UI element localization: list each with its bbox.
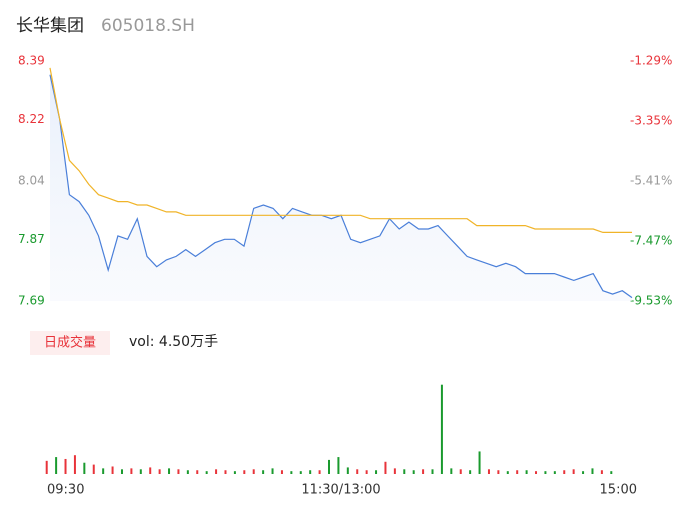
y-tick-label: 8.39 [18,54,45,68]
y2-tick-label: -3.35% [630,114,672,128]
volume-bar [73,455,76,474]
x-tick-label: 09:30 [47,483,84,498]
volume-bar [83,462,86,474]
y2-tick-label: -7.47% [630,234,672,248]
volume-bar [299,471,302,474]
volume-bar [600,470,603,474]
volume-bar [346,467,349,474]
y-tick-label: 8.22 [18,112,45,126]
volume-bar [375,470,378,474]
volume-bar [205,471,208,474]
volume-bar [497,470,500,474]
volume-bar [280,470,283,474]
volume-bar [233,471,236,474]
subtitle: 605018.SH [101,16,195,36]
volume-bar [403,469,406,474]
volume-bar [102,468,105,474]
volume-bar [516,470,519,474]
volume-bar [365,470,368,474]
volume-bar [309,470,312,474]
volume-bar [262,470,265,474]
volume-bar [168,468,171,474]
volume-text: vol: 4.50万手 [129,334,218,350]
volume-bar [572,469,575,474]
volume-bar [271,468,274,474]
volume-bar [177,469,180,474]
x-tick-label: 11:30/13:00 [301,483,380,498]
volume-bar [186,470,189,474]
volume-bar [196,470,199,474]
y-tick-label: 8.04 [18,174,45,188]
y2-tick-label: -9.53% [630,294,672,308]
volume-bar [459,469,462,474]
volume-bar [45,460,48,474]
series-line [49,67,632,233]
x-tick-label: 15:00 [600,483,637,498]
volume-bar [591,468,594,474]
volume-bar [563,470,566,474]
y2-tick-label: -1.29% [630,54,672,68]
volume-bar [478,451,481,474]
volume-label: 日成交量 [44,335,96,351]
volume-bar [440,384,443,474]
volume-bar [469,470,472,474]
volume-bar [130,468,133,474]
volume-bar [120,469,123,474]
y2-tick-label: -5.41% [630,174,672,188]
volume-bar [525,470,528,474]
volume-bar [422,469,425,474]
volume-bar [318,470,321,474]
volume-bar [290,471,293,474]
volume-bar [149,467,152,474]
volume-bar [243,470,246,474]
volume-bar [55,457,58,474]
volume-bar [337,457,340,474]
volume-bar [92,464,95,474]
volume-bar [412,470,415,474]
volume-bar [224,470,227,474]
volume-bar [393,468,396,474]
y-tick-label: 7.87 [18,232,45,246]
y-tick-label: 7.69 [18,294,45,308]
volume-bar [111,466,114,474]
volume-bar [544,471,547,474]
volume-bar [506,471,509,474]
volume-bar [384,461,387,474]
volume-bar [328,459,330,474]
volume-bar [450,468,453,474]
volume-label-bg [30,331,110,355]
volume-bar [553,471,556,474]
volume-bar [356,469,359,474]
volume-bar [610,471,613,474]
volume-bar [158,469,161,474]
volume-bar [582,471,585,474]
volume-bar [252,469,255,474]
price-area [50,74,632,301]
volume-bar [64,458,67,474]
volume-bar [139,469,142,474]
volume-bar [535,471,538,474]
title: 长华集团 [16,16,84,36]
volume-bar [215,469,218,474]
volume-bar [487,469,490,474]
volume-bar [431,469,434,474]
